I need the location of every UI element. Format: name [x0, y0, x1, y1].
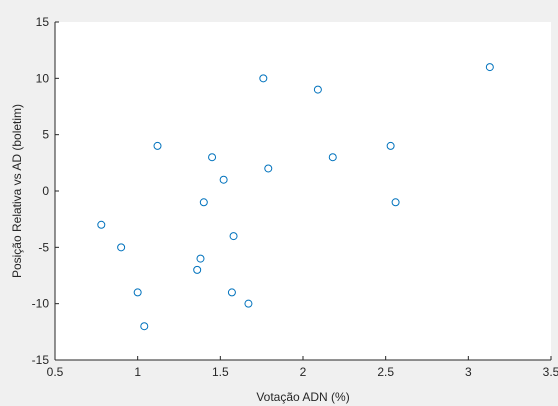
- y-tick-label: 0: [42, 184, 49, 198]
- data-point: [229, 232, 238, 241]
- data-point: [196, 254, 205, 263]
- y-axis-label: Posição Relativa vs AD (boletim): [10, 104, 24, 278]
- data-point: [208, 153, 217, 162]
- y-tick-label: -15: [32, 353, 50, 367]
- plot-area: [55, 22, 551, 360]
- x-ticks: 0.5 1 1.5 2 2.5 3 3.5: [47, 356, 558, 379]
- y-tick-label: -5: [38, 240, 49, 254]
- x-tick-label: 2: [300, 365, 307, 379]
- y-tick-label: 15: [36, 15, 50, 29]
- data-point: [199, 198, 208, 207]
- x-tick-label: 1: [134, 365, 141, 379]
- x-tick-label: 0.5: [47, 365, 64, 379]
- data-points: [97, 63, 494, 331]
- data-point: [386, 141, 395, 150]
- y-ticks: -15 -10 -5 0 5 10 15: [32, 15, 59, 367]
- data-point: [97, 220, 106, 229]
- data-point: [264, 164, 273, 173]
- data-point: [485, 63, 494, 72]
- x-tick-label: 3.5: [543, 365, 558, 379]
- data-point: [227, 288, 236, 297]
- x-tick-label: 3: [465, 365, 472, 379]
- data-point: [153, 141, 162, 150]
- x-tick-label: 1.5: [212, 365, 229, 379]
- x-tick-label: 2.5: [377, 365, 394, 379]
- data-point: [328, 153, 337, 162]
- data-point: [259, 74, 268, 83]
- x-axis-label: Votação ADN (%): [256, 390, 349, 404]
- data-point: [244, 299, 253, 308]
- data-point: [140, 322, 149, 331]
- y-tick-label: 10: [36, 71, 50, 85]
- y-tick-label: 5: [42, 128, 49, 142]
- data-point: [219, 175, 228, 184]
- data-point: [133, 288, 142, 297]
- data-point: [117, 243, 126, 252]
- data-point: [391, 198, 400, 207]
- data-point: [313, 85, 322, 94]
- data-point: [193, 265, 202, 274]
- y-tick-label: -10: [32, 297, 50, 311]
